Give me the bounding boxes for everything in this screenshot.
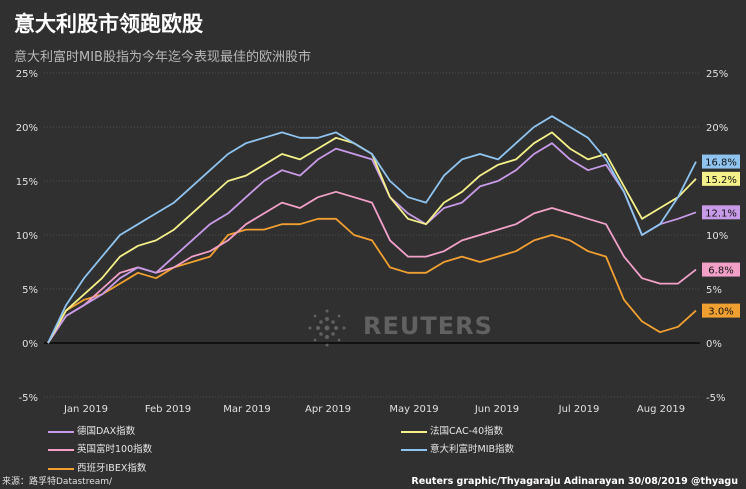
end-label-box [702, 154, 740, 169]
x-tick-label: Mar 2019 [223, 404, 271, 415]
chart-subtitle: 意大利富时MIB股指为今年迄今表现最佳的欧洲股市 [14, 50, 311, 65]
chart-title: 意大利股市领跑欧股 [14, 12, 203, 36]
legend-label-ftse: 英国富时100指数 [77, 444, 153, 455]
legend-label-cac: 法国CAC-40指数 [430, 426, 504, 437]
legend-swatch-dax [48, 430, 74, 433]
legend-swatch-mib [401, 448, 427, 451]
footer-source: 来源：路孚特Datastream/ [2, 477, 113, 487]
x-tick-label: Jun 2019 [474, 404, 519, 415]
y-tick-label-left: 10% [16, 231, 38, 242]
end-label-box [702, 303, 740, 318]
legend-item-ibex: 西班牙IBEX指数 [48, 460, 146, 474]
y-tick-label-right: 10% [706, 231, 728, 242]
y-tick-label-left: 15% [16, 177, 38, 188]
end-label-box [702, 205, 740, 220]
y-tick-label-right: -5% [706, 393, 725, 404]
end-label-box [702, 171, 740, 186]
x-tick-label: May 2019 [389, 404, 438, 415]
legend-swatch-cac [401, 430, 427, 433]
end-label-cac: 15.2% [702, 171, 740, 186]
y-tick-label-right: 20% [706, 123, 728, 134]
end-label-value: 12.1% [705, 208, 737, 219]
end-label-value: 3.0% [708, 307, 733, 318]
x-tick-label: Feb 2019 [145, 404, 191, 415]
series-line-ftse [47, 190, 697, 344]
legend-item-ftse: 英国富时100指数 [48, 441, 152, 455]
y-tick-label-right: 5% [706, 285, 722, 296]
legend-item-cac: 法国CAC-40指数 [401, 423, 503, 437]
reuters-watermark: REUTERS [303, 306, 492, 354]
series-line-mib [47, 115, 697, 344]
end-label-mib: 16.8% [702, 154, 740, 169]
end-label-ibex: 3.0% [702, 303, 740, 318]
series-line-dax [47, 142, 697, 344]
footer-credit: Reuters graphic/Thyagaraju Adinarayan 30… [411, 476, 738, 487]
reuters-logo-icon [308, 309, 346, 347]
series-line-ibex [47, 217, 697, 344]
y-tick-label-right: 0% [706, 339, 722, 350]
end-label-ftse: 6.8% [702, 262, 740, 277]
y-tick-label-left: -5% [19, 393, 38, 404]
y-tick-label-left: 0% [22, 339, 38, 350]
end-label-value: 6.8% [708, 266, 733, 277]
end-label-dax: 12.1% [702, 205, 740, 220]
legend-swatch-ibex [48, 467, 74, 470]
x-tick-label: Jul 2019 [558, 404, 600, 415]
legend-item-dax: 德国DAX指数 [48, 423, 135, 437]
legend-label-mib: 意大利富时MIB指数 [430, 444, 515, 455]
end-label-box [702, 262, 740, 277]
x-tick-label: Jan 2019 [63, 404, 108, 415]
y-tick-label-left: 5% [22, 285, 38, 296]
y-tick-label-left: 25% [16, 69, 38, 80]
series-line-cac [47, 131, 697, 344]
y-tick-label-right: 25% [706, 69, 728, 80]
legend-swatch-ftse [48, 448, 74, 451]
end-label-value: 15.2% [705, 175, 737, 186]
x-tick-label: Apr 2019 [305, 404, 351, 415]
watermark-text: REUTERS [363, 312, 493, 340]
legend-label-dax: 德国DAX指数 [77, 426, 136, 437]
y-tick-label-left: 20% [16, 123, 38, 134]
legend-item-mib: 意大利富时MIB指数 [401, 441, 514, 455]
end-label-value: 16.8% [705, 158, 737, 169]
x-tick-label: Aug 2019 [637, 404, 685, 415]
legend-label-ibex: 西班牙IBEX指数 [77, 463, 147, 474]
